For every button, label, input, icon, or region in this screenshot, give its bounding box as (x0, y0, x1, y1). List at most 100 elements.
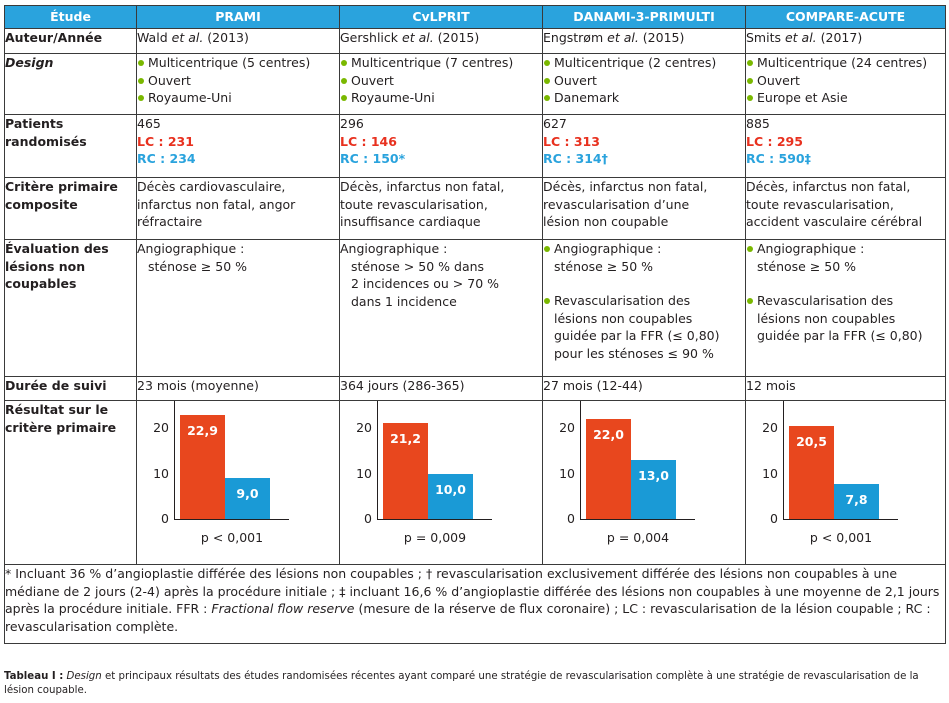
bar-lc: 22,0 (586, 419, 631, 519)
evaluation-cell: Angiographique : sténose ≥ 50 % Revascul… (745, 239, 946, 377)
bar-value-label: 20,5 (796, 433, 827, 449)
x-axis (580, 519, 695, 520)
header-row: Étude PRAMI CvLPRIT DANAMI-3-PRIMULTI CO… (4, 5, 946, 29)
design-item: Ouvert (746, 72, 945, 90)
patients-row: Patients randomisés 465 LC : 231 RC : 234 2… (4, 114, 946, 178)
bar-lc: 21,2 (383, 422, 428, 519)
bar-lc: 20,5 (789, 425, 834, 519)
header-prami: PRAMI (136, 5, 340, 29)
duree-cell: 364 jours (286-365) (339, 376, 543, 401)
patients-cell: 885 LC : 295 RC : 590‡ (745, 114, 946, 178)
duree-cell: 27 mois (12-44) (542, 376, 746, 401)
x-axis (174, 519, 289, 520)
y-tick-label: 20 (356, 420, 372, 436)
x-axis (783, 519, 898, 520)
chart-cell: 0 10 20 20,5 7,8 p < 0,001 (745, 400, 946, 565)
row-label-duree: Durée de suivi (4, 376, 137, 401)
bar-value-label: 21,2 (390, 430, 421, 446)
row-label-patients: Patients randomisés (4, 114, 137, 178)
auteur-row: Auteur/Année Wald et al. (2013) Gershlic… (4, 28, 946, 54)
evaluation-item: Angiographique : (746, 240, 945, 258)
bar-value-label: 22,9 (187, 423, 218, 439)
chart-compare-acute: 0 10 20 20,5 7,8 p < 0,001 (746, 401, 941, 551)
row-label-design: Design (4, 53, 137, 115)
x-axis (377, 519, 492, 520)
table-caption: Tableau I : Design et principaux résulta… (4, 671, 919, 696)
evaluation-item: Angiographique : (543, 240, 745, 258)
studies-table: Étude PRAMI CvLPRIT DANAMI-3-PRIMULTI CO… (4, 5, 946, 644)
bar-value-label: 13,0 (638, 468, 669, 483)
y-tick-label: 0 (770, 511, 778, 526)
header-danami: DANAMI-3-PRIMULTI (542, 5, 746, 29)
p-value: p = 0,009 (403, 530, 467, 545)
auteur-cell: Gershlick et al. (2015) (339, 28, 543, 54)
chart-cell: 0 10 20 22,0 13,0 p = 0,004 (542, 400, 746, 565)
y-tick-label: 10 (356, 465, 372, 481)
critere-row: Critère primaire composite Décès cardiova… (4, 177, 946, 240)
y-tick-label: 10 (153, 465, 169, 481)
evaluation-cell: Angiographique : sténose ≥ 50 % (136, 239, 340, 377)
design-row: Design Multicentrique (5 centres) Ouvert… (4, 53, 946, 115)
design-cell: Multicentrique (24 centres) Ouvert Europ… (745, 53, 946, 115)
design-item: Danemark (543, 89, 745, 107)
y-axis (580, 401, 581, 519)
design-cell: Multicentrique (5 centres) Ouvert Royaum… (136, 53, 340, 115)
chart-cvlprit: 0 10 20 21,2 10,0 p = 0,009 (340, 401, 535, 551)
chart-cell: 0 10 20 21,2 10,0 p = 0,009 (339, 400, 543, 565)
row-label-auteur: Auteur/Année (4, 28, 137, 54)
patients-cell: 296 LC : 146 RC : 150* (339, 114, 543, 178)
p-value: p < 0,001 (809, 530, 873, 545)
critere-cell: Décès, infarctus non fatal, revascularisa… (542, 177, 746, 240)
row-label-resultat: Résultat sur le critère primaire (4, 400, 137, 565)
design-item: Multicentrique (7 centres) (340, 54, 542, 72)
design-item: Ouvert (340, 72, 542, 90)
evaluation-cell: Angiographique : sténose ≥ 50 % Revascul… (542, 239, 746, 377)
bar-value-label: 7,8 (845, 491, 868, 507)
bar-rc: 13,0 (631, 460, 676, 519)
design-item: Multicentrique (2 centres) (543, 54, 745, 72)
design-item: Royaume-Uni (137, 89, 339, 107)
evaluation-row: Évaluation des lésions non coupables Angio… (4, 239, 946, 377)
design-item: Multicentrique (5 centres) (137, 54, 339, 72)
p-value: p < 0,001 (200, 530, 264, 545)
critere-cell: Décès, infarctus non fatal, toute revascu… (339, 177, 543, 240)
design-item: Royaume-Uni (340, 89, 542, 107)
bar-lc: 22,9 (180, 415, 225, 519)
patients-cell: 627 LC : 313 RC : 314† (542, 114, 746, 178)
footnote: * Incluant 36 % d’angioplastie différée … (4, 564, 946, 644)
duree-cell: 12 mois (745, 376, 946, 401)
duree-row: Durée de suivi 23 mois (moyenne) 364 jou… (4, 376, 946, 401)
y-tick-label: 0 (161, 511, 169, 526)
resultat-row: Résultat sur le critère primaire 0 10 20 22,… (4, 400, 946, 565)
y-axis (174, 401, 175, 519)
critere-cell: Décès, infarctus non fatal, toute revascu… (745, 177, 946, 240)
evaluation-cell: Angiographique : sténose > 50 % dans 2 i… (339, 239, 543, 377)
row-label-critere: Critère primaire composite (4, 177, 137, 240)
design-item: Europe et Asie (746, 89, 945, 107)
chart-cell: 0 10 20 22,9 9,0 p < 0,001 (136, 400, 340, 565)
y-axis (783, 401, 784, 519)
bar-rc: 10,0 (428, 473, 473, 519)
footnote-row: * Incluant 36 % d’angioplastie différée … (4, 564, 946, 644)
chart-danami: 0 10 20 22,0 13,0 p = 0,004 (543, 401, 738, 551)
auteur-cell: Smits et al. (2017) (745, 28, 946, 54)
critere-cell: Décès cardiovasculaire, infarctus non fat… (136, 177, 340, 240)
header-etude: Étude (4, 5, 137, 29)
y-tick-label: 20 (153, 420, 169, 436)
design-item: Ouvert (543, 72, 745, 90)
y-tick-label: 20 (559, 420, 575, 436)
auteur-cell: Wald et al. (2013) (136, 28, 340, 54)
design-cell: Multicentrique (2 centres) Ouvert Danema… (542, 53, 746, 115)
evaluation-item: Revascularisation des (746, 292, 945, 310)
y-tick-label: 20 (762, 420, 778, 436)
bar-value-label: 22,0 (593, 427, 624, 443)
p-value: p = 0,004 (606, 530, 670, 545)
bar-value-label: 9,0 (236, 486, 259, 502)
duree-cell: 23 mois (moyenne) (136, 376, 340, 401)
y-tick-label: 0 (364, 511, 372, 526)
y-tick-label: 10 (762, 465, 778, 481)
design-cell: Multicentrique (7 centres) Ouvert Royaum… (339, 53, 543, 115)
chart-prami: 0 10 20 22,9 9,0 p < 0,001 (137, 401, 332, 551)
bar-rc: 7,8 (834, 483, 879, 519)
design-item: Ouvert (137, 72, 339, 90)
